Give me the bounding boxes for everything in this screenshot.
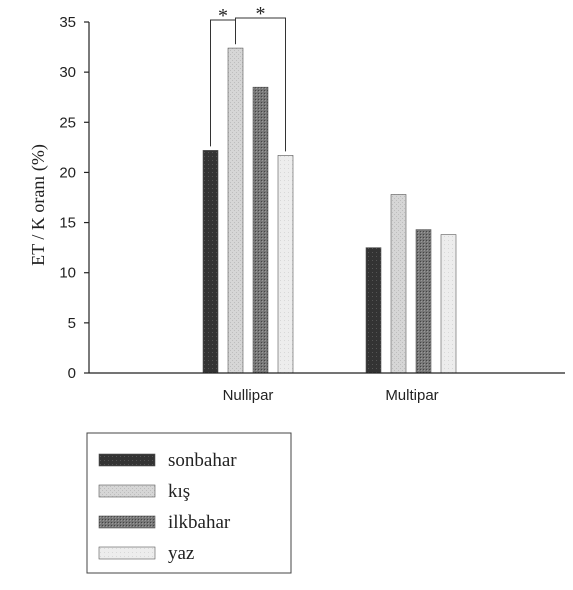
legend-label: sonbahar (168, 450, 237, 471)
legend-label: ilkbahar (168, 512, 231, 533)
legend-box (86, 432, 292, 574)
y-axis: 0 5 10 15 20 25 30 35 (59, 14, 89, 382)
legend-swatch-sonbahar (98, 453, 156, 467)
y-tick-label: 35 (59, 14, 76, 31)
bar-sonbahar-nullipar (202, 150, 219, 374)
y-tick-label: 0 (68, 365, 76, 382)
bar-kış-multipar (390, 194, 407, 374)
bar-sonbahar-multipar (365, 247, 382, 374)
bar-kış-nullipar (227, 47, 244, 374)
legend: sonbahar kış ilkbahar yaz (86, 432, 292, 574)
y-tick-label: 20 (59, 164, 76, 181)
x-axis: Nullipar Multipar (223, 387, 439, 404)
bar-ilkbahar-multipar (415, 229, 432, 374)
legend-label: yaz (168, 543, 194, 564)
y-tick-label: 30 (59, 64, 76, 81)
y-tick-label: 25 (59, 114, 76, 131)
bar-yaz-multipar (440, 234, 457, 374)
significance-star: * (218, 5, 228, 27)
bar-yaz-nullipar (277, 155, 294, 374)
y-tick-label: 5 (68, 315, 76, 332)
significance-annotations: * * (210, 3, 286, 152)
category-label: Nullipar (223, 387, 274, 404)
bars (202, 47, 457, 374)
significance-bracket (235, 17, 286, 152)
y-axis-label: ET / K oranı (%) (28, 144, 49, 266)
y-tick-label: 10 (59, 265, 76, 282)
bar-ilkbahar-nullipar (252, 86, 269, 374)
legend-label: kış (168, 481, 190, 502)
legend-swatch-kış (98, 484, 156, 498)
significance-star: * (256, 3, 266, 25)
legend-swatch-ilkbahar (98, 515, 156, 529)
category-label: Multipar (385, 387, 438, 404)
legend-swatch-yaz (98, 546, 156, 560)
y-tick-label: 15 (59, 215, 76, 232)
